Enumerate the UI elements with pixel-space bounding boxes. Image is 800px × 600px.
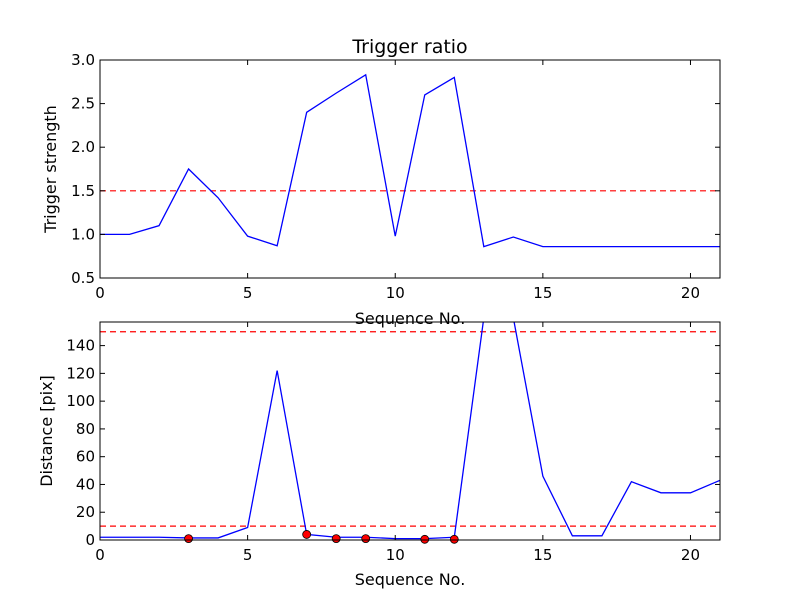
plot-frame (99, 321, 721, 541)
y-tick-label: 1.5 (71, 182, 95, 200)
threshold-lines (100, 331, 720, 527)
y-axis-ticks: 0 20 40 60 80 100 120 140 (66, 337, 720, 549)
y-tick-label: 0.5 (71, 269, 95, 287)
y-tick-label: 20 (76, 503, 95, 521)
y-tick-label: 140 (66, 337, 95, 355)
chart-title: Trigger ratio (351, 36, 467, 58)
data-point (449, 534, 459, 544)
x-axis-label: Sequence No. (355, 570, 466, 589)
x-tick-label: 10 (386, 284, 405, 302)
series-group (100, 73, 720, 248)
y-tick-label: 2.5 (71, 95, 95, 113)
x-tick-label: 0 (95, 284, 105, 302)
y-tick-label: 60 (76, 448, 95, 466)
x-tick-label: 0 (95, 546, 105, 564)
y-axis-label: Trigger strength (41, 105, 60, 234)
y-tick-label: 120 (66, 364, 95, 382)
series-line (100, 73, 720, 248)
x-tick-label: 20 (681, 284, 700, 302)
series-line (100, 322, 720, 540)
x-tick-label: 5 (243, 546, 253, 564)
series-group (100, 322, 720, 540)
x-tick-label: 20 (681, 546, 700, 564)
x-tick-label: 5 (243, 284, 253, 302)
x-axis-ticks: 0 5 10 15 20 (95, 60, 700, 302)
plot-frame (99, 59, 721, 279)
marker-group (184, 530, 459, 544)
distance-chart: 0 5 10 15 20 0 20 40 60 80 100 120 140 Sequence No.… (37, 321, 721, 589)
x-axis-ticks: 0 5 10 15 20 (95, 322, 700, 564)
y-tick-label: 1.0 (71, 225, 95, 243)
y-tick-label: 80 (76, 420, 95, 438)
data-point (331, 534, 341, 544)
x-tick-label: 10 (386, 546, 405, 564)
y-tick-label: 3.0 (71, 51, 95, 69)
y-tick-label: 100 (66, 392, 95, 410)
data-point (361, 534, 371, 544)
x-tick-label: 15 (533, 546, 552, 564)
trigger-ratio-chart: Trigger ratio 0 5 10 15 20 0.5 1.0 1.5 2.0 2.5 3.… (41, 36, 721, 328)
data-point (302, 530, 312, 539)
y-tick-label: 40 (76, 475, 95, 493)
data-point (184, 534, 193, 544)
y-axis-label: Distance [pix] (37, 375, 56, 487)
y-axis-ticks: 0.5 1.0 1.5 2.0 2.5 3.0 (71, 51, 720, 287)
data-point (420, 534, 430, 544)
x-axis-label: Sequence No. (355, 309, 466, 328)
y-tick-label: 0 (85, 531, 95, 549)
x-tick-label: 15 (533, 284, 552, 302)
y-tick-label: 2.0 (71, 138, 95, 156)
